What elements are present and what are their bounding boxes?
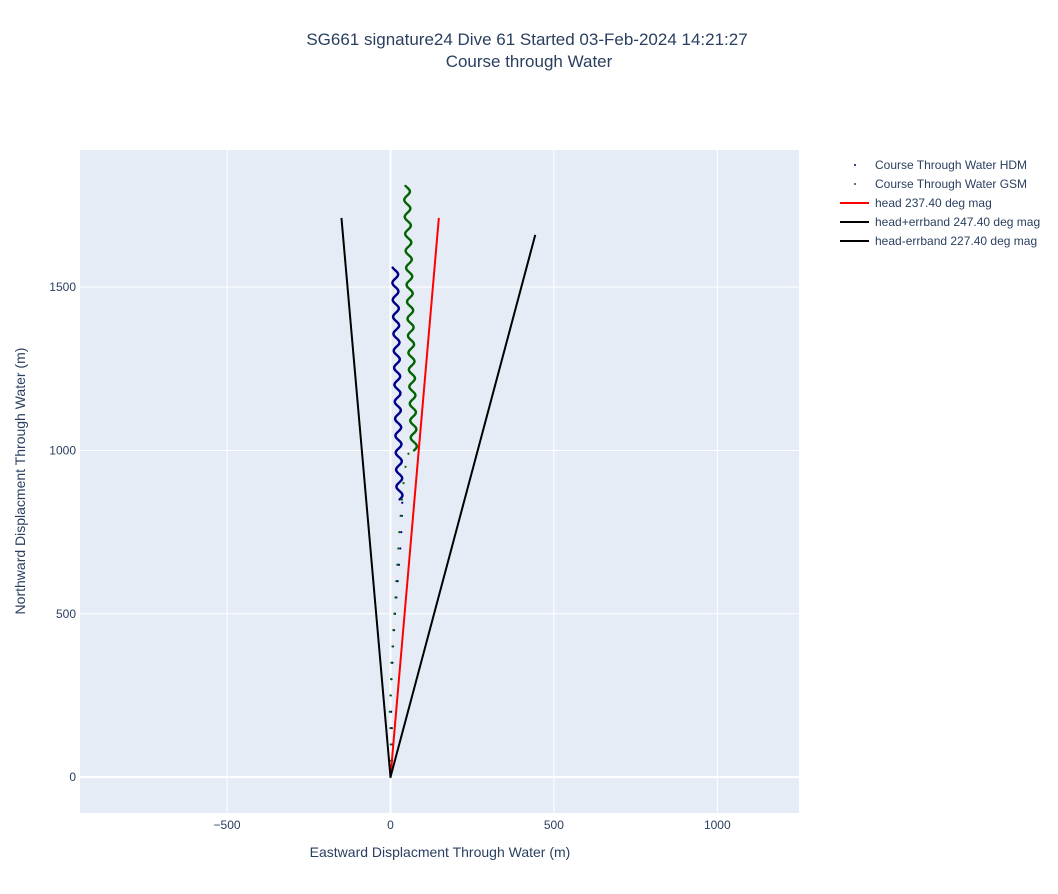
legend: Course Through Water HDM Course Through W… [840,158,1040,248]
x-tick-label: 0 [387,818,394,832]
legend-label: head 237.40 deg mag [875,196,992,210]
series-layer [340,184,537,779]
data-point [389,743,392,746]
y-tick-label: 0 [69,770,76,784]
legend-label: head+errband 247.40 deg mag [875,215,1040,229]
data-point [388,710,391,713]
legend-swatch [854,164,856,166]
legend-label: Course Through Water HDM [875,158,1027,172]
data-point [401,501,404,504]
ticks: −500 0 500 1000 0 500 1000 1500 [49,280,731,832]
legend-label: head-errband 227.40 deg mag [875,234,1037,248]
data-point [400,531,403,534]
data-point [394,596,397,599]
x-tick-label: 1000 [704,818,731,832]
legend-swatch [854,183,856,185]
data-point [400,498,404,501]
data-point [404,184,407,188]
x-tick-label: −500 [214,818,241,832]
data-point [390,661,393,664]
series-line-2 [389,217,440,778]
data-point [397,547,400,550]
data-point [392,629,395,632]
data-point [402,482,405,485]
series-1 [388,184,419,779]
plot-area [80,150,799,813]
x-tick-label: 500 [544,818,564,832]
y-tick-label: 1500 [49,280,76,294]
data-point [389,726,392,730]
data-point [389,694,392,697]
data-point [391,266,394,269]
data-point [404,465,407,468]
data-point [393,612,396,615]
chart-subtitle: Course through Water [446,52,613,71]
series-line-4 [389,234,537,778]
data-point [396,563,399,566]
data-point [398,531,401,534]
data-point [395,580,398,583]
y-tick-label: 500 [56,607,76,621]
data-point [391,645,394,648]
y-axis-title: Northward Displacment Through Water (m) [12,348,28,615]
x-axis-title: Eastward Displacment Through Water (m) [310,844,571,860]
data-point [407,452,410,455]
data-point [397,563,401,566]
series-line-3 [340,217,392,778]
chart-title: SG661 signature24 Dive 61 Started 03-Feb… [306,30,747,49]
data-point [399,547,402,550]
legend-label: Course Through Water GSM [875,177,1027,191]
grid [80,150,799,813]
data-point [399,514,402,517]
y-tick-label: 1000 [49,443,76,457]
data-point [390,677,393,681]
